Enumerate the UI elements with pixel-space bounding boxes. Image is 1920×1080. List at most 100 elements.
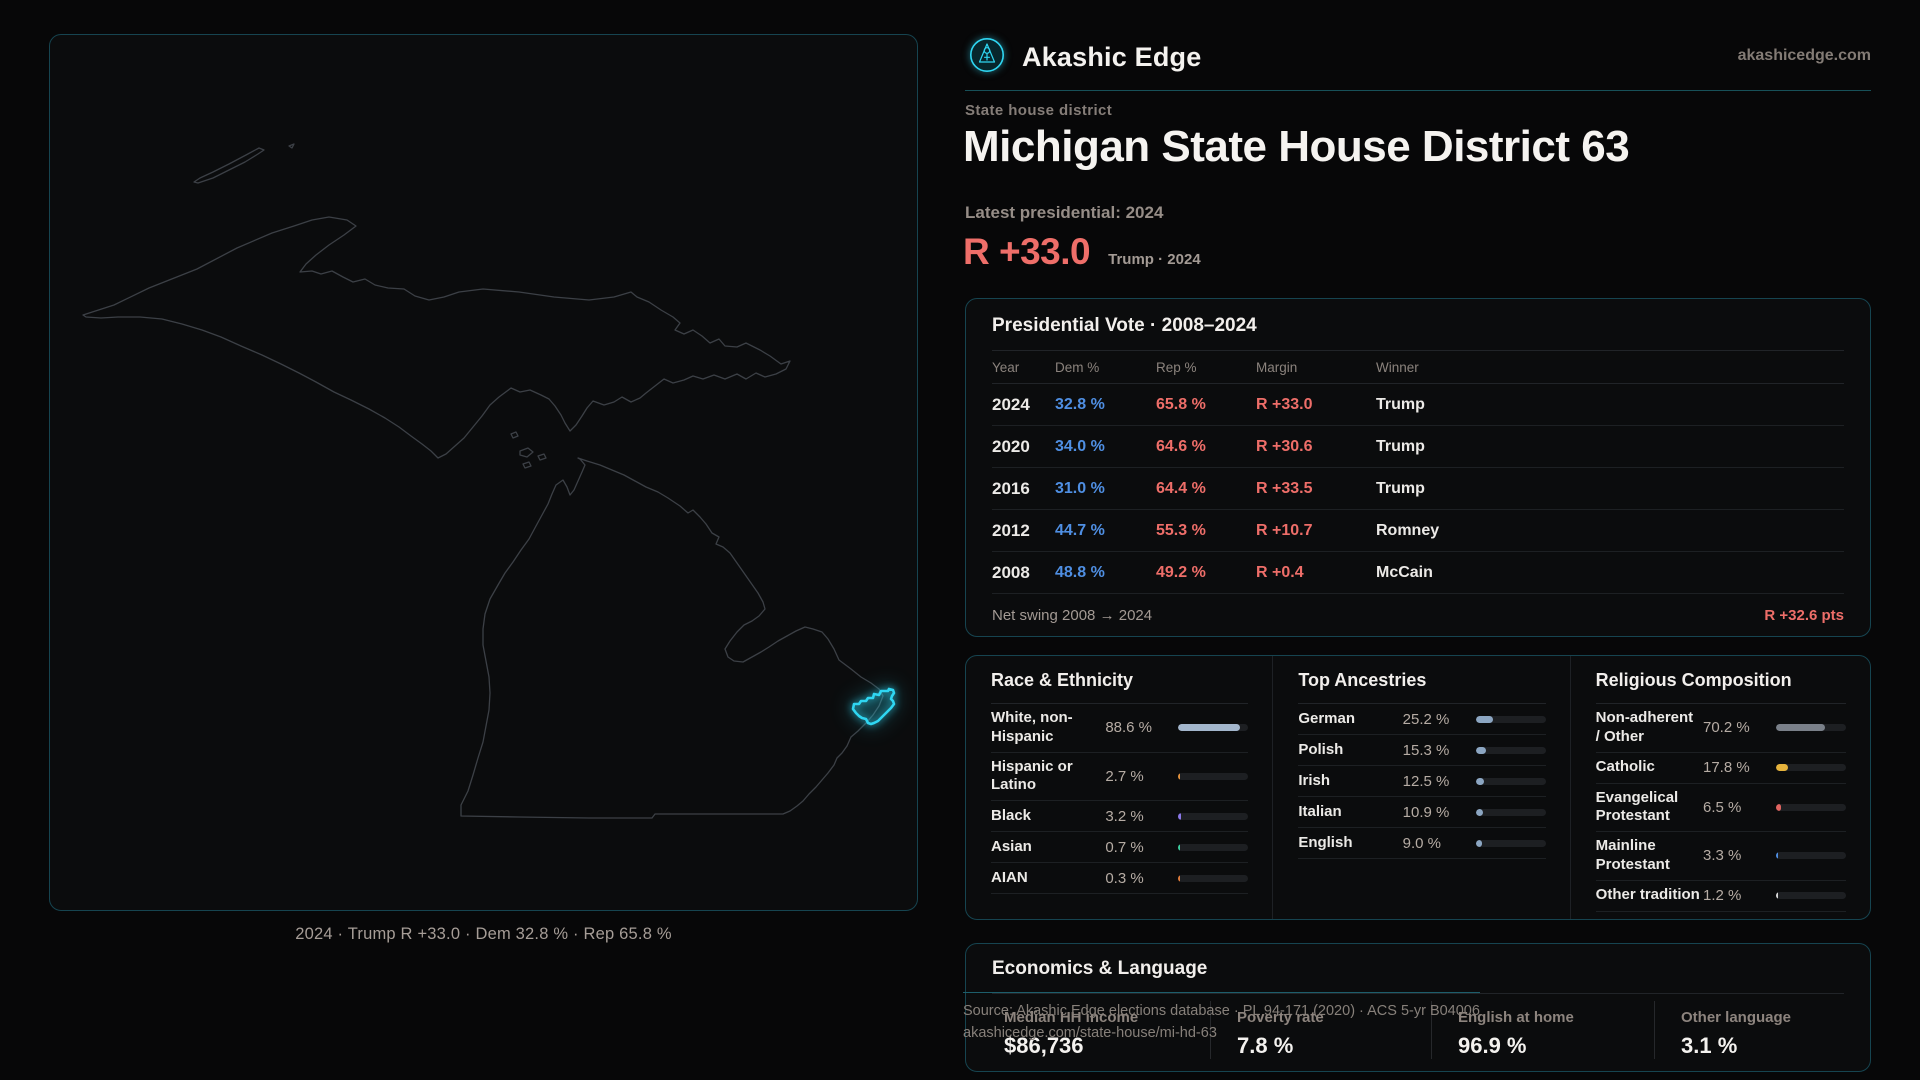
brand-name: Akashic Edge bbox=[1022, 42, 1202, 72]
demo-value: 6.5 % bbox=[1703, 798, 1742, 816]
michigan-map bbox=[82, 143, 896, 819]
presidential-table-body: 2024 32.8 % 65.8 % R +33.0 Trump 2020 34.0 % 64… bbox=[992, 384, 1844, 594]
econ-stat-label: English at home bbox=[1458, 1009, 1574, 1026]
econ-stat: Median HH income $86,736 bbox=[992, 1001, 1210, 1059]
demo-value: 70.2 % bbox=[1703, 719, 1750, 737]
race-row: AIAN 0.3 % bbox=[991, 863, 1249, 894]
econ-stat: Poverty rate 7.8 % bbox=[1210, 1001, 1431, 1059]
brand-logo-icon[interactable] bbox=[969, 37, 1005, 73]
demo-label: Polish bbox=[1298, 740, 1344, 758]
bar-fill bbox=[1178, 724, 1241, 732]
religion-row: Catholic 17.8 % bbox=[1595, 753, 1846, 784]
headline-margin-row: R +33.0 Trump · 2024 bbox=[963, 231, 1201, 273]
demo-label: Evangelical Protestant bbox=[1595, 788, 1679, 825]
bar-fill bbox=[1178, 874, 1181, 882]
bar-track bbox=[1776, 764, 1846, 771]
source-line: Source: Akashic Edge elections database … bbox=[963, 1003, 1480, 1019]
demo-label: Italian bbox=[1298, 802, 1342, 820]
race-row: Black 3.2 % bbox=[991, 801, 1249, 832]
net-swing-value: R +32.6 pts bbox=[1764, 607, 1844, 624]
pres-margin: R +10.7 bbox=[1256, 521, 1313, 539]
bar-fill bbox=[1776, 764, 1789, 771]
bar-track bbox=[1475, 777, 1546, 785]
econ-stat: English at home 96.9 % bbox=[1431, 1001, 1654, 1059]
demo-value: 0.3 % bbox=[1105, 869, 1144, 887]
bar-fill bbox=[1178, 843, 1181, 851]
economics-language-title: Economics & Language bbox=[992, 958, 1844, 994]
upper-peninsula-outline bbox=[82, 216, 791, 459]
pres-margin: R +33.5 bbox=[1256, 479, 1313, 497]
bar-track bbox=[1776, 803, 1846, 811]
map-caption: 2024 · Trump R +33.0 · Dem 32.8 % · Rep … bbox=[295, 925, 672, 943]
district-highlight[interactable] bbox=[851, 687, 896, 726]
bar-track bbox=[1178, 812, 1249, 820]
bar-track bbox=[1776, 724, 1846, 732]
demo-label: Irish bbox=[1298, 771, 1330, 789]
demo-label: White, non-Hispanic bbox=[991, 709, 1073, 745]
pres-col-header: Year bbox=[992, 360, 1020, 375]
pres-dem-pct: 31.0 % bbox=[1055, 479, 1105, 497]
bar-track bbox=[1178, 843, 1249, 851]
brand-domain-link[interactable]: akashicedge.com bbox=[1737, 47, 1871, 64]
pres-rep-pct: 55.3 % bbox=[1156, 521, 1206, 539]
demo-value: 0.7 % bbox=[1105, 838, 1144, 856]
bar-fill bbox=[1178, 772, 1181, 780]
bar-fill bbox=[1776, 724, 1826, 732]
demo-label: English bbox=[1298, 833, 1353, 851]
pres-rep-pct: 49.2 % bbox=[1156, 563, 1206, 581]
bar-track bbox=[1178, 772, 1249, 780]
pres-table-row: 2012 44.7 % 55.3 % R +10.7 Romney bbox=[992, 510, 1844, 552]
religion-row: Non-adherent / Other 70.2 % bbox=[1595, 704, 1846, 753]
pres-col-header: Dem % bbox=[1055, 360, 1100, 375]
demo-value: 9.0 % bbox=[1402, 834, 1442, 852]
top-ancestries-column: Top Ancestries German 25.2 % Polish 15.3 % I… bbox=[1272, 656, 1569, 919]
bar-fill bbox=[1776, 852, 1779, 860]
source-url-link[interactable]: akashicedge.com/state-house/mi-hd-63 bbox=[963, 1025, 1217, 1042]
bar-track bbox=[1178, 724, 1249, 732]
district-map-panel bbox=[49, 34, 918, 911]
demo-label: AIAN bbox=[991, 868, 1028, 886]
pres-col-header: Margin bbox=[1256, 360, 1298, 375]
pres-year: 2008 bbox=[992, 562, 1030, 582]
demo-label: Black bbox=[991, 806, 1032, 824]
bar-track bbox=[1475, 808, 1546, 816]
econ-stat-label: Median HH income bbox=[1004, 1009, 1139, 1026]
top-ancestries-title: Top Ancestries bbox=[1298, 670, 1546, 704]
demo-value: 3.2 % bbox=[1105, 807, 1144, 825]
headline-margin-value: R +33.0 bbox=[963, 231, 1091, 272]
lake-islands-outline bbox=[510, 431, 547, 469]
demo-label: Hispanic or Latino bbox=[991, 757, 1073, 794]
pres-col-header: Rep % bbox=[1156, 360, 1197, 375]
econ-stat-value: 3.1 % bbox=[1681, 1033, 1738, 1058]
bar-track bbox=[1475, 746, 1546, 754]
race-ethnicity-column: Race & Ethnicity White, non-Hispanic 88.6… bbox=[966, 656, 1272, 919]
demo-value: 88.6 % bbox=[1105, 719, 1153, 737]
pres-winner: Romney bbox=[1376, 521, 1440, 539]
pres-winner: Trump bbox=[1376, 395, 1425, 413]
demographics-panel: Race & Ethnicity White, non-Hispanic 88.6… bbox=[965, 655, 1871, 920]
demo-label: Catholic bbox=[1595, 758, 1655, 776]
econ-stat-value: 96.9 % bbox=[1458, 1033, 1527, 1058]
pres-dem-pct: 48.8 % bbox=[1055, 563, 1105, 581]
pres-year: 2016 bbox=[992, 478, 1030, 498]
demo-value: 1.2 % bbox=[1703, 887, 1742, 904]
bar-track bbox=[1178, 874, 1249, 882]
ancestry-row: English 9.0 % bbox=[1298, 828, 1546, 859]
bar-fill bbox=[1475, 715, 1494, 723]
demo-label: Non-adherent / Other bbox=[1595, 709, 1694, 745]
top-ancestries-rows: German 25.2 % Polish 15.3 % Irish 12.5 % Itali… bbox=[1298, 704, 1546, 859]
bar-fill bbox=[1475, 746, 1487, 754]
race-ethnicity-title: Race & Ethnicity bbox=[991, 670, 1249, 704]
pres-dem-pct: 34.0 % bbox=[1055, 437, 1105, 455]
religion-row: Mainline Protestant 3.3 % bbox=[1595, 832, 1846, 881]
isle-royale-outline bbox=[193, 143, 295, 184]
pres-table-row: 2024 32.8 % 65.8 % R +33.0 Trump bbox=[992, 384, 1844, 426]
pres-table-row: 2020 34.0 % 64.6 % R +30.6 Trump bbox=[992, 426, 1844, 468]
ancestry-row: Italian 10.9 % bbox=[1298, 797, 1546, 828]
race-ethnicity-rows: White, non-Hispanic 88.6 % Hispanic or Lat… bbox=[991, 704, 1249, 894]
lower-peninsula-outline bbox=[460, 457, 884, 819]
pres-rep-pct: 64.4 % bbox=[1156, 479, 1206, 497]
bar-track bbox=[1776, 892, 1846, 899]
pres-rep-pct: 64.6 % bbox=[1156, 437, 1206, 455]
econ-stat-label: Other language bbox=[1681, 1009, 1792, 1026]
